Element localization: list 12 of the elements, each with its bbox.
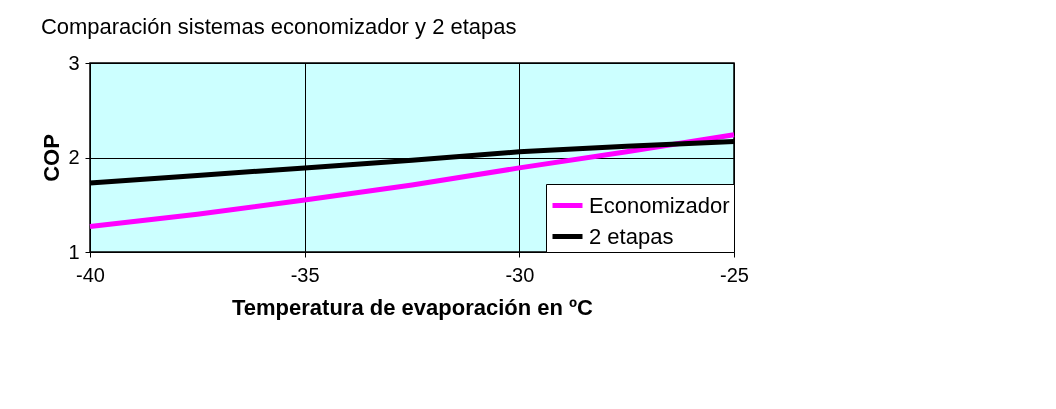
legend-label: 2 etapas <box>589 223 674 249</box>
x-tick-label: -30 <box>505 263 535 286</box>
legend-label: Economizador <box>589 192 730 218</box>
y-tick-label: 2 <box>68 146 80 168</box>
x-tick-label: -25 <box>720 263 749 286</box>
x-axis-title: Temperatura de evaporación en ºC <box>232 294 594 320</box>
y-tick-label: 3 <box>68 51 80 74</box>
y-axis-title: COP <box>39 134 65 182</box>
x-tick-label: -40 <box>76 263 105 286</box>
y-tick-label: 1 <box>68 240 80 263</box>
chart-title: Comparación sistemas economizador y 2 etapas <box>40 14 517 39</box>
x-tick-label: -35 <box>290 263 320 286</box>
